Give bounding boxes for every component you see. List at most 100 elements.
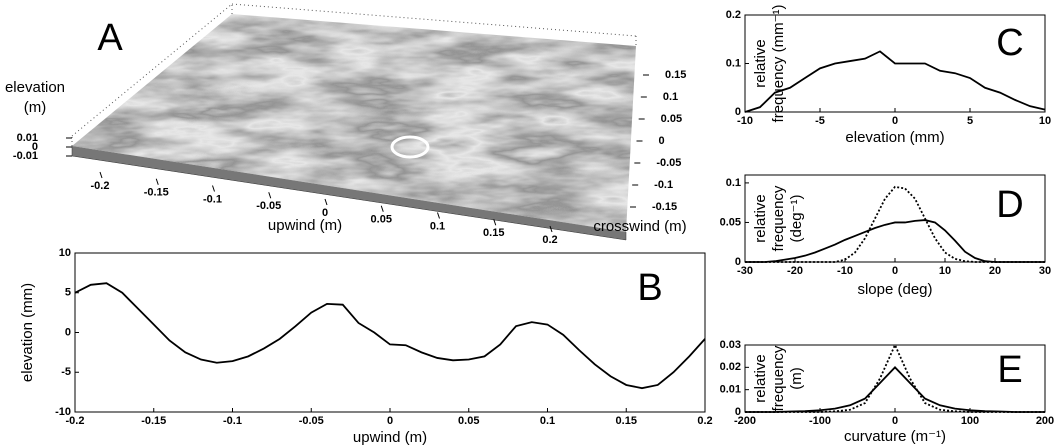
y-axis-label: relative xyxy=(752,194,769,242)
x-tick-label: 0.05 xyxy=(371,214,392,226)
y-tick-label: 0 xyxy=(735,406,741,418)
z-tick-label: 0.01 xyxy=(17,132,38,144)
data-line xyxy=(74,282,706,390)
x-tick xyxy=(493,219,497,226)
y-tick-label: -0.1 xyxy=(654,179,673,191)
data-line xyxy=(745,185,1045,263)
x-tick-label: -0.05 xyxy=(299,415,324,427)
x-tick xyxy=(212,185,215,192)
y-tick-label: 0.15 xyxy=(665,69,686,81)
y-tick-label: 0 xyxy=(735,256,741,268)
x-tick-label: 0.1 xyxy=(540,415,555,427)
panel-label: A xyxy=(97,17,123,59)
x-tick xyxy=(268,192,272,199)
panel-label: B xyxy=(637,267,662,309)
x-tick-label: -20 xyxy=(787,265,803,277)
z-tick-label: 0 xyxy=(32,141,38,153)
y-tick-label: 0.02 xyxy=(720,361,741,373)
x-tick-label: 0.05 xyxy=(458,415,479,427)
x-axis-label: elevation (mm) xyxy=(845,129,944,146)
y-tick-label: 0.2 xyxy=(726,9,741,21)
x-tick-label: -10 xyxy=(737,115,753,127)
y-tick-label: -10 xyxy=(55,406,71,418)
y-axis-label: frequency xyxy=(770,185,787,251)
y-tick-label: 0.1 xyxy=(726,177,741,189)
x-tick-label: 0 xyxy=(892,265,898,277)
x-tick-label: -0.2 xyxy=(66,415,85,427)
z-tick-label: -0.01 xyxy=(13,150,38,162)
x-axis-label: slope (deg) xyxy=(857,281,932,298)
x-axis-label: upwind (m) xyxy=(353,429,427,445)
x-tick xyxy=(155,178,159,185)
x-tick-label: 10 xyxy=(1039,115,1051,127)
y-axis-label: elevation (mm) xyxy=(19,283,36,382)
y-tick-label: 0.01 xyxy=(720,384,741,396)
x-tick-label: 0 xyxy=(387,415,393,427)
y-axis-label: relative xyxy=(752,354,769,402)
x-tick-label: 0.2 xyxy=(697,415,712,427)
x-axis-label: curvature (m⁻¹) xyxy=(844,428,946,445)
x-tick-label: 0 xyxy=(892,415,898,427)
y-axis-label: (m) xyxy=(788,367,805,390)
x-tick-label: 0.1 xyxy=(430,220,445,232)
data-line xyxy=(744,50,1046,113)
x-tick-label: 0.15 xyxy=(483,227,504,239)
y-axis-label: relative xyxy=(752,39,769,87)
x-tick-label: 30 xyxy=(1039,265,1051,277)
y-tick-label: -0.05 xyxy=(656,157,681,169)
x-tick-label: 0 xyxy=(322,207,328,219)
x-tick-label: 5 xyxy=(967,115,973,127)
y-tick-label: 0.1 xyxy=(663,91,678,103)
x-tick xyxy=(380,205,384,212)
x-tick-label: -30 xyxy=(737,265,753,277)
y-tick-label: -0.15 xyxy=(652,201,677,213)
x-tick-label: -5 xyxy=(815,115,825,127)
x-tick-label: 10 xyxy=(939,265,951,277)
x-tick xyxy=(549,225,553,233)
x-tick xyxy=(324,198,328,206)
y-tick-label: 5 xyxy=(65,287,71,299)
surface-edge xyxy=(71,146,627,241)
z-axis-label: elevation xyxy=(5,79,65,96)
x-tick-label: 0.2 xyxy=(542,234,557,246)
y-tick-label: 0.1 xyxy=(726,57,741,69)
y-tick-label: 10 xyxy=(59,247,71,259)
y-tick-label: 0 xyxy=(735,106,741,118)
x-tick-label: 100 xyxy=(961,415,979,427)
y-axis-label: frequency (mm⁻¹) xyxy=(770,5,787,123)
x-axis-label: upwind (m) xyxy=(268,217,342,234)
x-tick-label: -0.15 xyxy=(144,187,169,199)
x-tick-label: -0.05 xyxy=(256,200,281,212)
data-line xyxy=(745,342,1045,413)
x-tick xyxy=(99,171,103,179)
y-tick-label: 0 xyxy=(659,135,665,147)
x-tick xyxy=(437,212,440,219)
z-axis-label: (m) xyxy=(24,99,47,116)
x-tick-label: -10 xyxy=(837,265,853,277)
panel-label: D xyxy=(996,184,1023,226)
y-tick-label: 0.05 xyxy=(661,113,682,125)
highlight-ellipse xyxy=(390,135,430,159)
y-tick-label: 0 xyxy=(65,326,71,338)
y-tick-label: 0.05 xyxy=(720,216,741,228)
x-tick-label: 0.15 xyxy=(616,415,637,427)
x-tick-label: -0.1 xyxy=(223,415,242,427)
y-tick-label: 0.03 xyxy=(720,339,741,351)
x-tick-label: -100 xyxy=(809,415,831,427)
y-axis-label: crosswind (m) xyxy=(593,218,686,235)
panel-label: E xyxy=(997,349,1022,391)
y-axis-label: frequency xyxy=(770,345,787,411)
plot-frame xyxy=(74,252,706,413)
y-tick-label: -5 xyxy=(61,366,71,378)
x-tick-label: 0 xyxy=(892,115,898,127)
x-tick-label: -200 xyxy=(734,415,756,427)
x-tick-label: -0.15 xyxy=(141,415,166,427)
y-axis-label: (deg⁻¹) xyxy=(788,195,805,243)
x-tick-label: 200 xyxy=(1036,415,1054,427)
surface xyxy=(72,14,636,232)
x-tick-label: -0.2 xyxy=(91,180,110,192)
x-tick-label: 20 xyxy=(989,265,1001,277)
panel-label: C xyxy=(996,22,1023,64)
x-tick-label: -0.1 xyxy=(203,193,222,205)
